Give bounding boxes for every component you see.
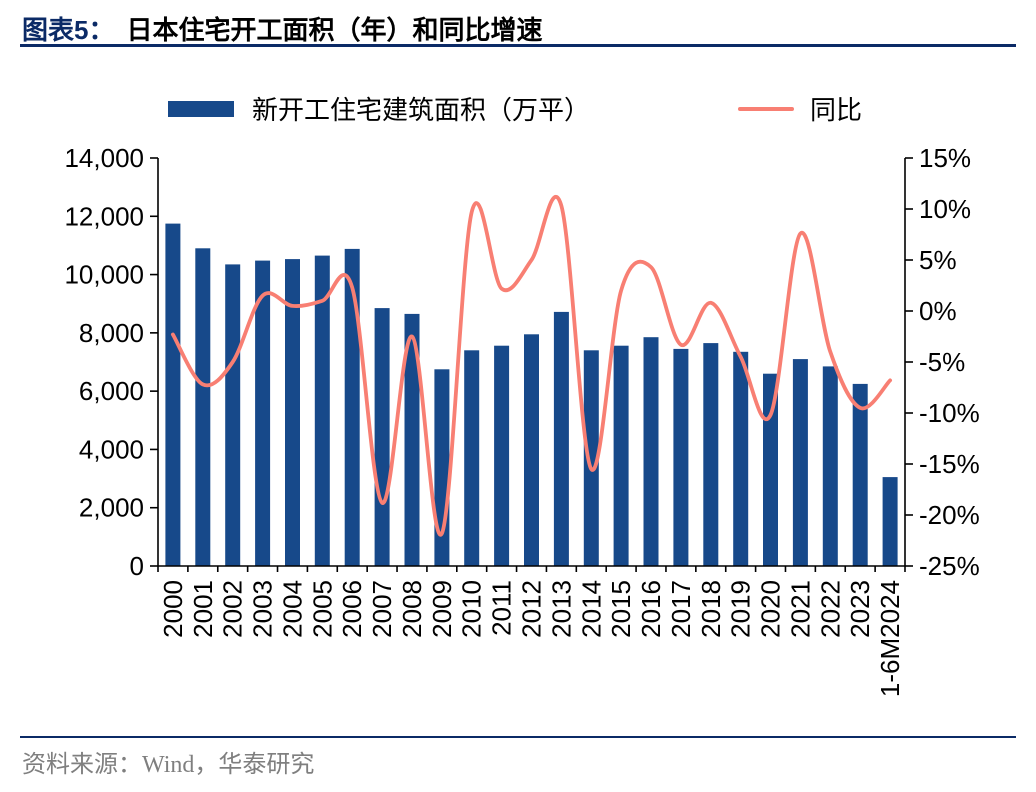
y-axis-right-labels: -25% -20% -15% -10% -5% 0% 5% 10% 15% [919,143,980,581]
bar-series-swatch [168,100,234,117]
y-left-tick-label: 0 [130,551,144,581]
x-tick-label-1-6M2024: 1-6M2024 [875,580,905,697]
bar-2004 [285,259,300,566]
bar-series-label: 新开工住宅建筑面积（万平） [252,95,591,125]
bar-2007 [374,308,390,566]
bar-2002 [225,264,241,566]
legend-item-line: 同比 [738,90,862,127]
bar-2000 [165,223,181,566]
y-right-tick-label: 10% [919,194,971,224]
x-tick-label-2020: 2020 [756,580,786,638]
x-tick-label-2000: 2000 [158,580,188,638]
y-left-tick-label: 4,000 [79,434,144,464]
bar-2023 [852,383,868,566]
axis-frame [150,157,913,572]
x-tick-label-2018: 2018 [696,580,726,638]
bar-2001 [195,248,211,567]
y-left-tick-label: 8,000 [79,318,144,348]
bar-2006 [344,248,360,566]
line-series-label: 同比 [810,95,863,125]
x-tick-label-2013: 2013 [546,580,576,638]
y-right-tick-label: -25% [919,551,980,581]
bar-2009 [434,369,450,566]
legend-item-bars: 新开工住宅建筑面积（万平） [168,90,590,127]
x-tick-label-2006: 2006 [337,580,367,638]
y-left-tick-label: 2,000 [79,493,144,523]
chart-area: 0 2,000 4,000 6,000 8,000 10,000 12,000 14,000 -… [0,128,1036,733]
bar-2015 [613,345,629,566]
combo-chart: 0 2,000 4,000 6,000 8,000 10,000 12,000 14,000 -… [64,143,980,697]
x-tick-label-2009: 2009 [427,580,457,638]
figure-label: 图表5： [22,15,115,45]
x-tick-label-2011: 2011 [487,580,517,636]
x-tick-label-2015: 2015 [606,580,636,638]
x-tick-label-2004: 2004 [278,580,308,638]
bar-series [165,223,898,567]
bar-2014 [583,350,599,566]
y-left-tick-label: 12,000 [64,201,144,231]
y-right-tick-label: -20% [919,500,980,530]
x-tick-label-2016: 2016 [636,580,666,638]
x-tick-label-2017: 2017 [666,580,696,638]
y-left-tick-label: 6,000 [79,376,144,406]
y-left-tick-label: 14,000 [64,143,144,173]
x-tick-label-2005: 2005 [307,580,337,638]
y-right-tick-label: 0% [919,296,957,326]
y-left-tick-label: 10,000 [64,260,144,290]
y-right-tick-label: -5% [919,347,965,377]
x-tick-label-2001: 2001 [188,580,218,638]
bar-2012 [524,334,539,566]
line-series-swatch [738,106,795,111]
yoy-line [171,194,892,537]
bar-2022 [822,366,838,566]
bar-2017 [673,348,689,566]
figure-header: 图表5： 日本住宅开工面积（年）和同比增速 [22,10,542,47]
bar-2013 [553,311,569,566]
x-tick-label-2021: 2021 [785,580,815,638]
y-right-tick-label: -15% [919,449,980,479]
x-tick-label-2010: 2010 [457,580,487,638]
source-text: 资料来源：Wind，华泰研究 [22,752,315,778]
bar-2011 [494,345,510,566]
x-axis-labels: 2000 2001 2002 2003 2004 2005 2006 2007 2008 2009… [158,580,905,697]
bar-2008 [404,313,420,566]
x-tick-label-2022: 2022 [815,580,845,638]
y-axis-left-labels: 0 2,000 4,000 6,000 8,000 10,000 12,000 14,000 [64,143,144,581]
y-right-tick-label: 5% [919,245,957,275]
x-tick-label-2014: 2014 [576,580,606,638]
bar-2019 [733,351,749,566]
bar-2003 [255,260,271,566]
footer-divider [20,736,1016,738]
bar-2010 [464,350,480,566]
bar-2020 [763,373,778,566]
bar-2021 [792,359,808,566]
figure-title: 日本住宅开工面积（年）和同比增速 [126,15,543,45]
y-right-tick-label: -10% [919,398,980,428]
bar-2016 [643,337,659,566]
x-tick-label-2008: 2008 [397,580,427,638]
header-divider [20,44,1016,47]
x-tick-label-2019: 2019 [726,580,756,638]
x-tick-label-2023: 2023 [845,580,875,638]
bar-2018 [703,343,719,566]
bar-2005 [314,255,330,566]
x-tick-label-2012: 2012 [517,580,547,638]
y-right-tick-label: 15% [919,143,971,173]
legend: 新开工住宅建筑面积（万平） 同比 [168,90,862,127]
x-tick-label-2002: 2002 [218,580,248,638]
bar-1-6M2024 [882,477,898,566]
x-tick-label-2007: 2007 [367,580,397,638]
x-tick-label-2003: 2003 [248,580,278,638]
